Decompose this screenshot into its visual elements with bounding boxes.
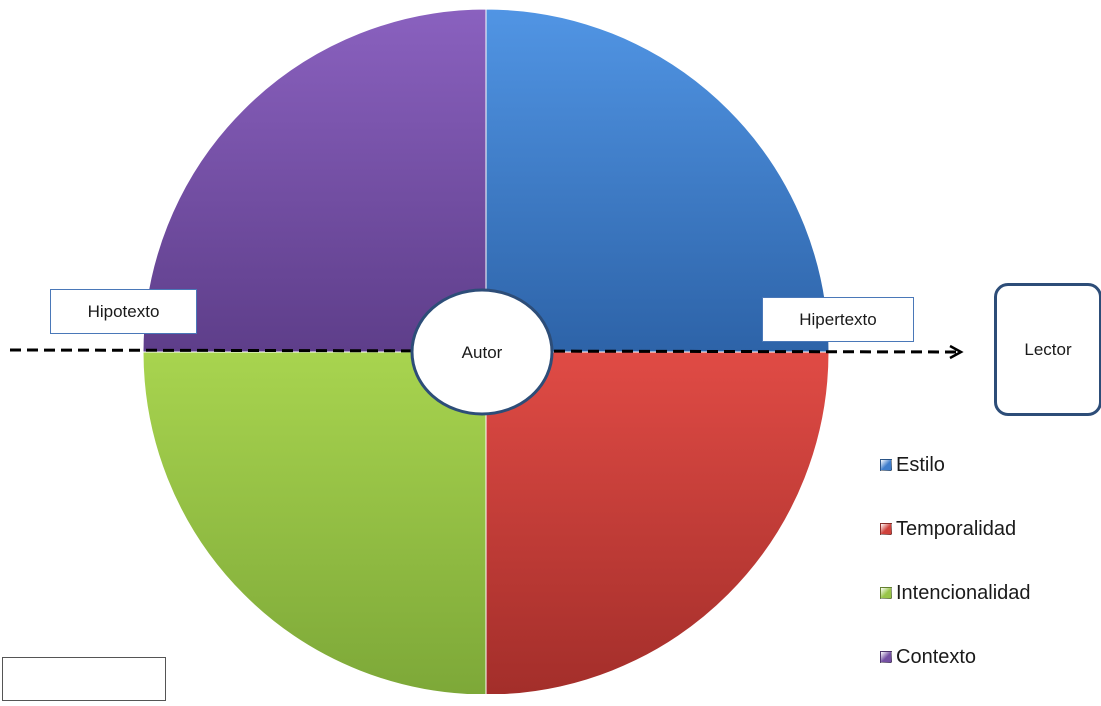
- pie-slice-contexto: [142, 8, 487, 353]
- flow-arrow: [9, 344, 964, 360]
- legend-swatch-intencionalidad: [880, 587, 892, 599]
- center-label: Autor: [462, 343, 503, 362]
- legend-item-contexto: Contexto: [880, 642, 1031, 672]
- legend: Estilo Temporalidad Intencionalidad Cont…: [880, 450, 1031, 706]
- legend-swatch-estilo: [880, 459, 892, 471]
- hipertexto-box: Hipertexto: [762, 297, 914, 342]
- hipotexto-box: Hipotexto: [50, 289, 197, 334]
- hipotexto-label: Hipotexto: [87, 301, 160, 321]
- legend-swatch-contexto: [880, 651, 892, 663]
- center-circle: [410, 288, 554, 416]
- empty-text-box: [2, 657, 166, 701]
- legend-label-contexto: Contexto: [896, 645, 977, 668]
- legend-item-estilo: Estilo: [880, 450, 1031, 480]
- legend-label-temporalidad: Temporalidad: [896, 517, 1017, 540]
- legend-swatch-temporalidad: [880, 523, 892, 535]
- legend-item-intencionalidad: Intencionalidad: [880, 578, 1031, 608]
- pie-slice-intencionalidad: [142, 351, 487, 694]
- pie-slice-temporalidad: [485, 351, 830, 694]
- lector-box: Lector: [994, 283, 1101, 416]
- legend-label-estilo: Estilo: [896, 453, 945, 476]
- pie-slice-estilo: [485, 8, 830, 353]
- hipertexto-label: Hipertexto: [799, 309, 877, 329]
- legend-item-temporalidad: Temporalidad: [880, 514, 1031, 544]
- legend-label-intencionalidad: Intencionalidad: [896, 581, 1031, 604]
- lector-label: Lector: [1024, 339, 1072, 359]
